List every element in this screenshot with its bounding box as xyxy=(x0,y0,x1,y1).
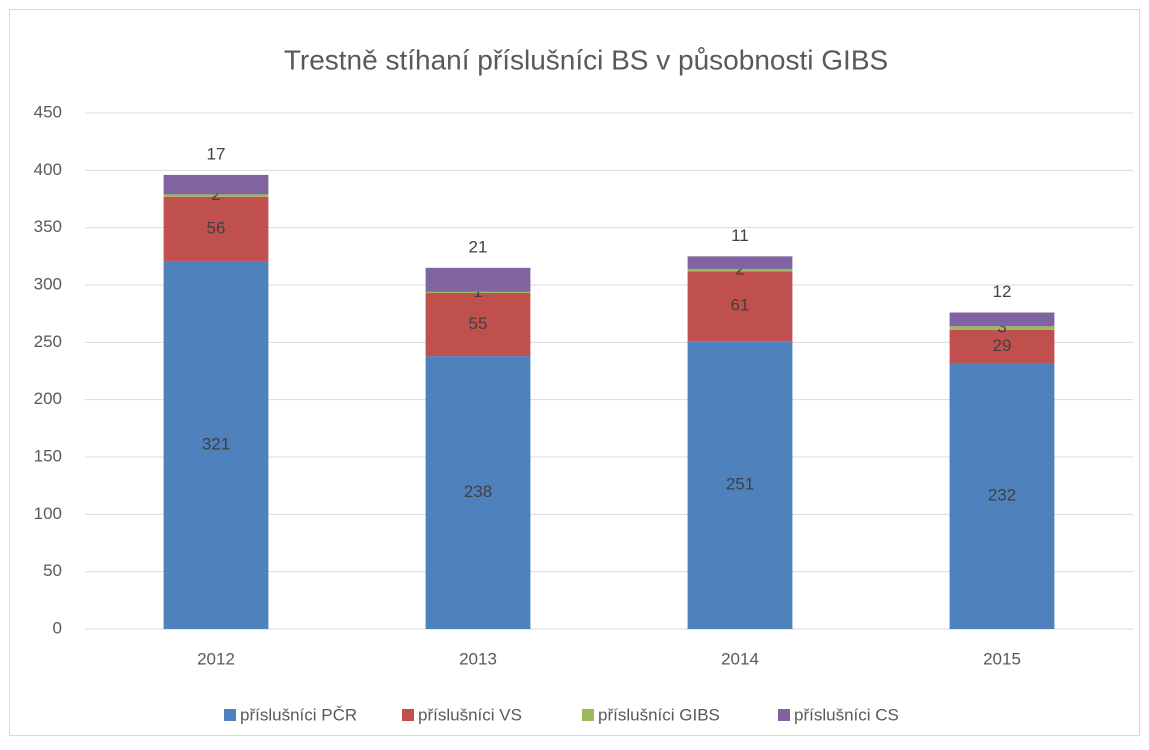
bar-segment xyxy=(425,293,531,357)
y-tick-label: 450 xyxy=(34,102,62,121)
y-tick-label: 0 xyxy=(53,618,62,637)
x-tick-label: 2012 xyxy=(197,649,235,668)
legend-swatch xyxy=(402,709,414,721)
bar-segment xyxy=(425,356,531,629)
bar-segment xyxy=(687,341,793,629)
bar-segment xyxy=(163,196,269,261)
bar-segment xyxy=(425,291,531,294)
x-tick-label: 2014 xyxy=(721,649,759,668)
legend-swatch xyxy=(582,709,594,721)
legend-swatch xyxy=(224,709,236,721)
bar-segment xyxy=(163,174,269,195)
data-label: 56 xyxy=(207,218,226,237)
bar-segment xyxy=(163,260,269,629)
bar-segment xyxy=(425,267,531,292)
data-label: 21 xyxy=(469,237,488,256)
legend-label: příslušníci VS xyxy=(418,705,522,724)
data-label: 238 xyxy=(464,482,492,501)
y-tick-label: 350 xyxy=(34,217,62,236)
legend-label: příslušníci GIBS xyxy=(598,705,720,724)
bar-segment xyxy=(163,194,269,197)
bar-segment xyxy=(949,329,1055,363)
data-label: 12 xyxy=(993,282,1012,301)
y-tick-label: 100 xyxy=(34,504,62,523)
legend-label: příslušníci CS xyxy=(794,705,899,724)
y-tick-label: 300 xyxy=(34,274,62,293)
y-tick-label: 150 xyxy=(34,446,62,465)
data-label: 251 xyxy=(726,475,754,494)
x-tick-label: 2015 xyxy=(983,649,1021,668)
data-label: 232 xyxy=(988,485,1016,504)
bar-segment xyxy=(949,312,1055,327)
data-label: 2 xyxy=(211,185,220,204)
data-label: 29 xyxy=(993,336,1012,355)
data-label: 11 xyxy=(731,226,749,245)
y-tick-label: 400 xyxy=(34,160,62,179)
data-label: 61 xyxy=(731,296,750,315)
y-tick-label: 250 xyxy=(34,332,62,351)
chart-title: Trestně stíhaní příslušníci BS v působno… xyxy=(284,44,888,75)
bar-segment xyxy=(687,271,793,342)
y-tick-label: 200 xyxy=(34,389,62,408)
data-label: 55 xyxy=(469,314,488,333)
data-label: 2 xyxy=(735,260,744,279)
legend-swatch xyxy=(778,709,790,721)
legend-label: příslušníci PČR xyxy=(240,705,357,724)
y-tick-label: 50 xyxy=(43,561,62,580)
bar-segment xyxy=(687,268,793,272)
data-label: 3 xyxy=(997,317,1006,336)
data-label: 17 xyxy=(207,144,226,163)
x-tick-label: 2013 xyxy=(459,649,497,668)
bar-segment xyxy=(687,256,793,269)
bar-segment xyxy=(949,326,1055,330)
bar-segment xyxy=(949,362,1055,629)
data-label: 321 xyxy=(202,434,230,453)
